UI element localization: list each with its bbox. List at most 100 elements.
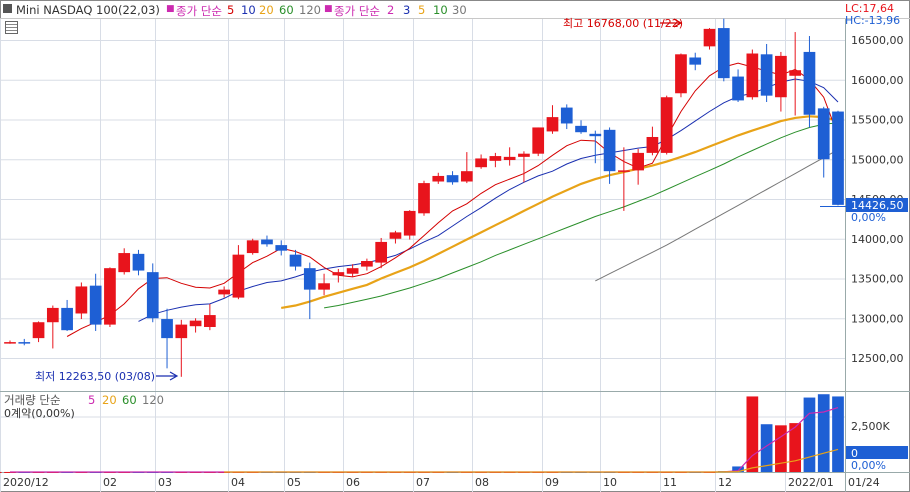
candle-body (361, 261, 373, 267)
candle (204, 303, 216, 331)
candle (689, 52, 702, 71)
candle (303, 262, 316, 320)
candle-body (146, 272, 159, 319)
candle-body (275, 245, 288, 251)
symbol-title[interactable]: Mini NASDAQ 100(22,03) (16, 3, 160, 17)
candle (618, 147, 630, 211)
candle (760, 43, 773, 103)
candle (475, 154, 487, 169)
candle-body (289, 254, 302, 267)
ma-legend-1-period: 120 (299, 3, 321, 17)
candle-body (832, 111, 844, 205)
candle-body (232, 254, 245, 298)
price-tick-label: 16500,00 (851, 34, 904, 47)
candle-body (775, 55, 787, 98)
candle-body (632, 152, 644, 171)
candle-body (460, 171, 473, 182)
candle-body (546, 117, 559, 132)
date-tick-label: 05 (287, 476, 301, 489)
candle (732, 69, 744, 103)
candle-body (218, 289, 230, 295)
candle (104, 267, 116, 327)
volume-bar (732, 466, 744, 472)
candle (246, 238, 259, 255)
candle (4, 340, 16, 344)
candle (161, 308, 173, 369)
candle (389, 230, 402, 244)
volume-sub-label: 0계약(0,00%) (4, 406, 75, 420)
volume-ma20-line (224, 448, 839, 473)
ma-legend-1-period: 20 (259, 3, 274, 17)
candle-body (46, 307, 59, 323)
date-tick-label: 12 (718, 476, 732, 489)
candle-body (446, 175, 459, 183)
candle-body (746, 53, 759, 98)
candle-body (717, 28, 730, 79)
candle (361, 258, 373, 271)
candle (89, 273, 102, 331)
ma-legend-1-period: 60 (279, 3, 294, 17)
candle (746, 49, 759, 100)
volume-ma-period: 120 (142, 393, 164, 407)
candle (503, 147, 516, 166)
series-marker-icon (3, 4, 12, 13)
current-change-label: 0,00% (851, 211, 886, 224)
ma20-line (281, 115, 839, 309)
price-tick-label: 15000,00 (851, 153, 904, 166)
high-annotation: 최고 16768,00 (11/22) (563, 17, 683, 30)
ma-legend-2-period: 2 (387, 3, 395, 17)
ma-legend-1-period: 10 (241, 3, 256, 17)
date-tick-label: 09 (545, 476, 559, 489)
candle (589, 130, 602, 164)
candle-body (132, 253, 145, 271)
candle-body (346, 268, 359, 274)
grid-toggle-icon[interactable] (5, 21, 18, 34)
candle (418, 180, 430, 216)
candle (546, 105, 559, 134)
candle (432, 172, 445, 184)
candle-body (518, 153, 530, 157)
candle-body (75, 286, 88, 314)
candle-body (261, 239, 273, 245)
ma-legend-2-period: 5 (418, 3, 426, 17)
candle-body (318, 283, 330, 290)
ma-marker-icon: ■ (324, 4, 333, 14)
ma-legend-2-label[interactable]: 종가 단순 (334, 4, 380, 18)
candle (703, 28, 716, 50)
candle (560, 104, 573, 130)
volume-ma-period: 5 (88, 393, 95, 407)
candle-body (675, 54, 687, 94)
candle-body (389, 232, 402, 239)
candle-body (204, 315, 216, 327)
candle-body (18, 342, 31, 344)
ma-legend-1-label[interactable]: 종가 단순 (176, 4, 222, 18)
volume-ma-period: 60 (122, 393, 137, 407)
candle (275, 240, 288, 256)
candle-body (475, 158, 487, 168)
volume-axis-label: 2,500K (851, 420, 890, 433)
ma10-line (138, 78, 839, 322)
date-axis-labels: 2020/12 02 03 04 05 06 07 08 09 10 11 12 2022/01 01/2… (3, 476, 880, 489)
candle (460, 152, 473, 184)
candle-body (189, 320, 202, 327)
price-tick-label: 13000,00 (851, 312, 904, 325)
candle (817, 106, 830, 178)
candle (18, 338, 31, 346)
candle-body (703, 28, 716, 47)
candle-body (489, 156, 502, 161)
price-tick-label: 12500,00 (851, 352, 904, 365)
candle-body (32, 322, 45, 339)
candle (175, 319, 188, 377)
candle-body (732, 76, 744, 101)
candle (232, 245, 245, 300)
candle (446, 171, 459, 185)
date-tick-label: 2022/01 (788, 476, 834, 489)
candle-body (403, 210, 416, 236)
candle-body (118, 253, 131, 273)
price-tick-label: 15500,00 (851, 114, 904, 127)
volume-bar (803, 397, 816, 472)
candle-body (817, 108, 830, 160)
candle-body (246, 240, 259, 254)
candle-body (432, 175, 445, 182)
